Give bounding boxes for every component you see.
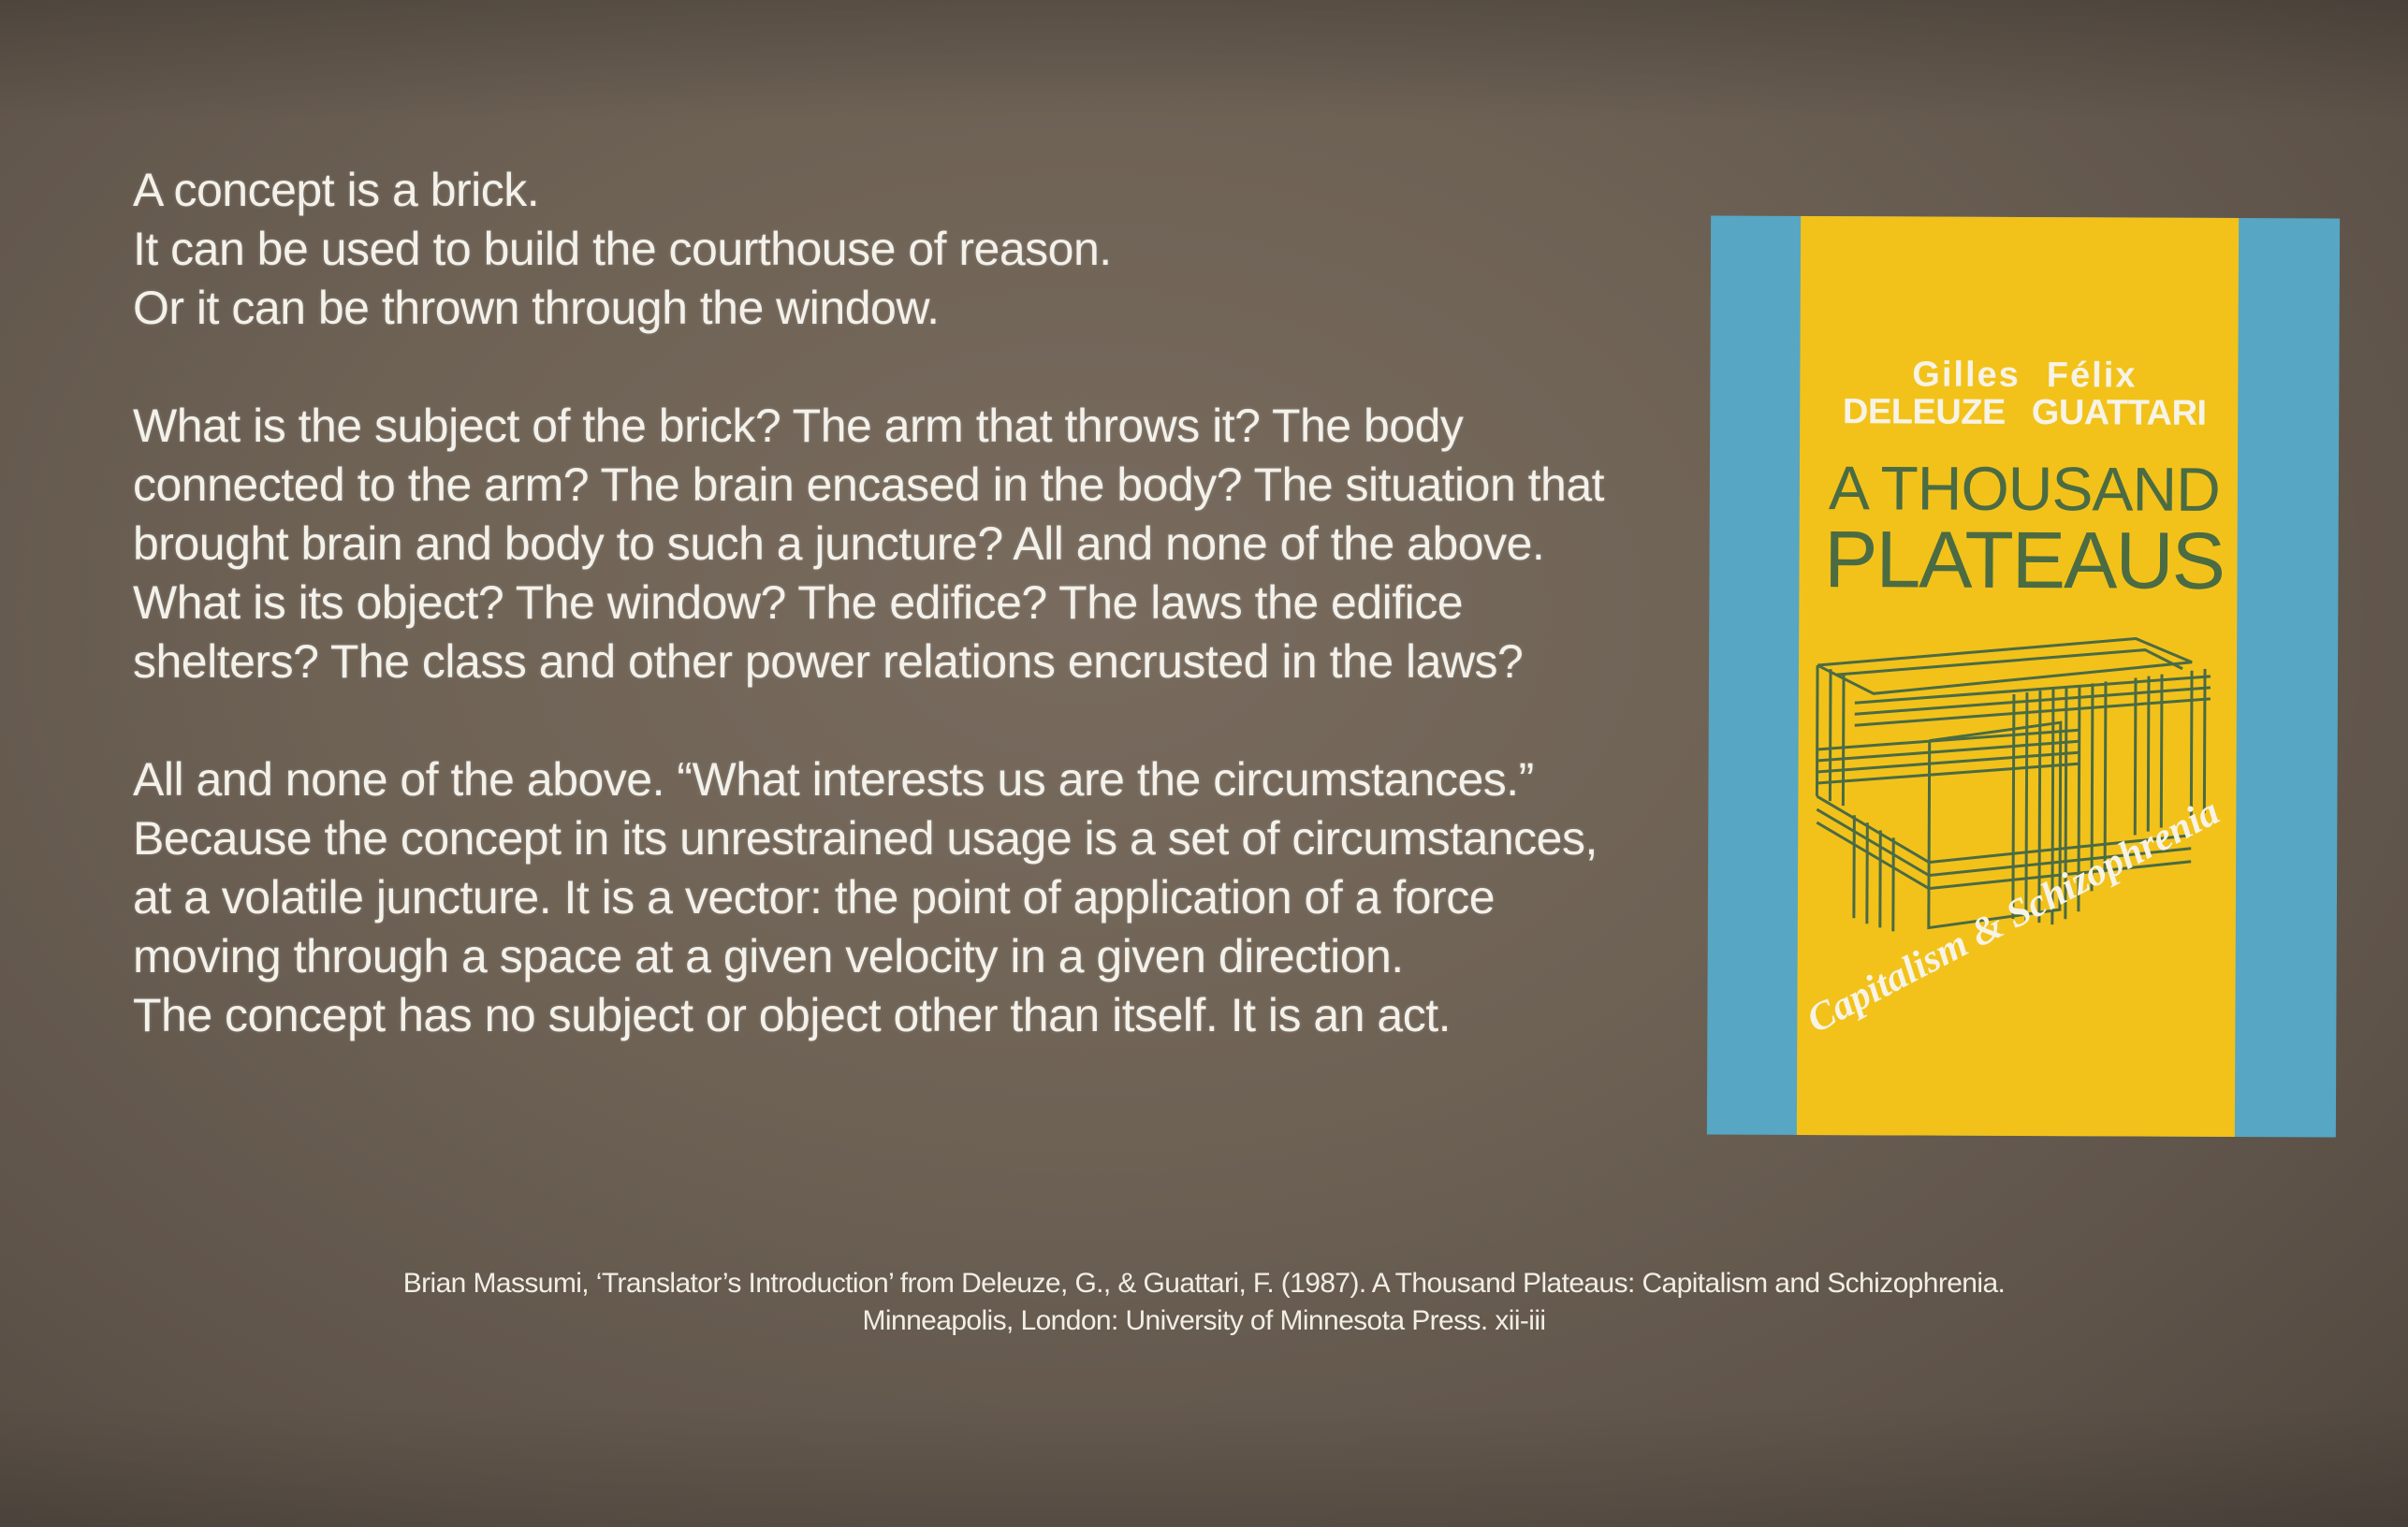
author-first-names: Gilles Félix bbox=[1710, 355, 2339, 398]
quote-text: A concept is a brick. It can be used to … bbox=[133, 161, 1705, 1104]
author-last-name: DELEUZE bbox=[1842, 392, 2006, 432]
author-first-name: Gilles bbox=[1912, 355, 2021, 395]
citation-line-2: Minneapolis, London: University of Minne… bbox=[862, 1305, 1547, 1336]
quote-line: What is the subject of the brick? The ar… bbox=[133, 400, 1464, 452]
quote-line: A concept is a brick. bbox=[133, 164, 540, 216]
quote-line: The concept has no subject or object oth… bbox=[133, 989, 1451, 1041]
quote-line: All and none of the above. “What interes… bbox=[133, 753, 1534, 806]
quote-line: brought brain and body to such a junctur… bbox=[133, 517, 1545, 570]
author-last-names: DELEUZE GUATTARI bbox=[1710, 392, 2339, 435]
cover-architectural-illustration bbox=[1815, 636, 2211, 932]
quote-line: What is its object? The window? The edif… bbox=[133, 576, 1464, 629]
book-title-line-2: PLATEAUS bbox=[1823, 515, 2225, 606]
quote-line: connected to the arm? The brain encased … bbox=[133, 458, 1605, 511]
quote-line: shelters? The class and other power rela… bbox=[133, 635, 1524, 688]
quote-paragraph-1: A concept is a brick. It can be used to … bbox=[133, 161, 1705, 338]
quote-line: at a volatile juncture. It is a vector: … bbox=[133, 871, 1496, 923]
citation-line-1: Brian Massumi, ‘Translator’s Introductio… bbox=[402, 1268, 2006, 1299]
quote-paragraph-3: All and none of the above. “What interes… bbox=[133, 750, 1705, 1045]
quote-paragraph-2: What is the subject of the brick? The ar… bbox=[133, 397, 1705, 691]
quote-line: moving through a space at a given veloci… bbox=[133, 930, 1404, 982]
citation: Brian Massumi, ‘Translator’s Introductio… bbox=[0, 1265, 2408, 1340]
quote-line: Because the concept in its unrestrained … bbox=[133, 812, 1598, 865]
author-first-name: Félix bbox=[2046, 356, 2138, 396]
author-last-name: GUATTARI bbox=[2031, 393, 2207, 433]
quote-line: It can be used to build the courthouse o… bbox=[133, 223, 1112, 275]
book-cover: Gilles Félix DELEUZE GUATTARI A THOUSAND P… bbox=[1706, 215, 2341, 1138]
quote-line: Or it can be thrown through the window. bbox=[133, 282, 940, 334]
